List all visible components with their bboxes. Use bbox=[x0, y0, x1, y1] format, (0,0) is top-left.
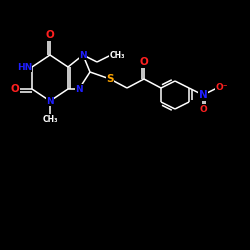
Text: N: N bbox=[198, 90, 207, 100]
Text: O: O bbox=[140, 57, 148, 67]
Text: O⁻: O⁻ bbox=[216, 84, 228, 92]
Text: S: S bbox=[106, 74, 114, 84]
Text: O: O bbox=[46, 30, 54, 40]
Text: CH₃: CH₃ bbox=[42, 114, 58, 124]
Text: N: N bbox=[75, 84, 83, 94]
Text: O: O bbox=[199, 104, 207, 114]
Text: HN: HN bbox=[17, 62, 32, 72]
Text: N: N bbox=[46, 96, 54, 106]
Text: N: N bbox=[79, 50, 87, 59]
Text: O: O bbox=[10, 84, 20, 94]
Text: CH₃: CH₃ bbox=[109, 50, 125, 59]
